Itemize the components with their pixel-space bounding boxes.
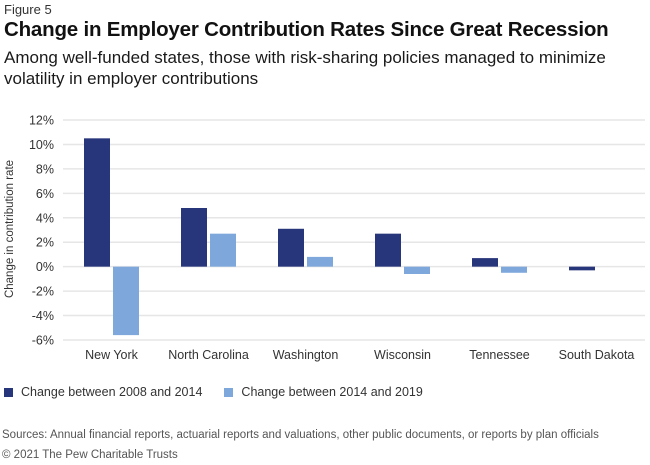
x-tick-label: North Carolina (168, 348, 249, 362)
bar-north-carolina-series-2 (210, 233, 236, 267)
bar-tennessee-series-2 (501, 266, 527, 273)
bar-washington-series-2 (307, 256, 333, 267)
bar-new-york-series-1 (84, 138, 110, 267)
y-tick-label: 10% (29, 138, 54, 152)
y-tick-label: 0% (36, 260, 54, 274)
bar-wisconsin-series-2 (404, 266, 430, 274)
y-tick-label: 8% (36, 162, 54, 176)
x-tick-label: Wisconsin (374, 348, 431, 362)
bar-tennessee-series-1 (472, 258, 498, 267)
x-tick-label: New York (85, 348, 139, 362)
bar-chart: 12% 10% 8% 6% 4% 2% 0% -2% -4% -6% New York North … (4, 114, 645, 362)
legend-label: Change between 2008 and 2014 (21, 385, 203, 399)
y-tick-label: -6% (32, 334, 54, 348)
y-axis-label: Change in contribution rate (4, 160, 16, 298)
figure-label: Figure 5 (4, 2, 52, 17)
x-tick-label: Washington (273, 348, 339, 362)
y-tick-label: -2% (32, 285, 54, 299)
y-tick-label: 6% (36, 187, 54, 201)
legend-swatch (4, 387, 13, 397)
legend-swatch (224, 387, 234, 397)
y-axis-ticks: 12% 10% 8% 6% 4% 2% 0% -2% -4% -6% (29, 114, 54, 348)
bar-south-dakota-series-1 (569, 266, 595, 271)
legend-label: Change between 2014 and 2019 (241, 385, 423, 399)
copyright: © 2021 The Pew Charitable Trusts (2, 449, 178, 461)
chart-title: Change in Employer Contribution Rates Si… (4, 18, 609, 41)
sources-note: Sources: Annual financial reports, actua… (2, 429, 599, 441)
bar-new-york-series-2 (113, 266, 139, 336)
bar-north-carolina-series-1 (181, 208, 207, 267)
bars (84, 138, 595, 336)
bar-wisconsin-series-1 (375, 233, 401, 267)
x-tick-label: South Dakota (559, 348, 635, 362)
bar-washington-series-1 (278, 228, 304, 267)
x-axis-ticks: New York North Carolina Washington Wisconsi… (85, 348, 634, 362)
x-tick-label: Tennessee (469, 348, 530, 362)
y-tick-label: -4% (32, 309, 54, 323)
chart-subtitle: Among well-funded states, those with ris… (4, 48, 606, 88)
legend: Change between 2008 and 2014 Change betw… (4, 385, 445, 399)
y-tick-label: 4% (36, 211, 54, 225)
y-tick-label: 2% (36, 236, 54, 250)
grid-lines (63, 119, 645, 341)
legend-item-series-2: Change between 2014 and 2019 (224, 385, 423, 399)
legend-item-series-1: Change between 2008 and 2014 (4, 385, 202, 399)
y-tick-label: 12% (29, 114, 54, 128)
